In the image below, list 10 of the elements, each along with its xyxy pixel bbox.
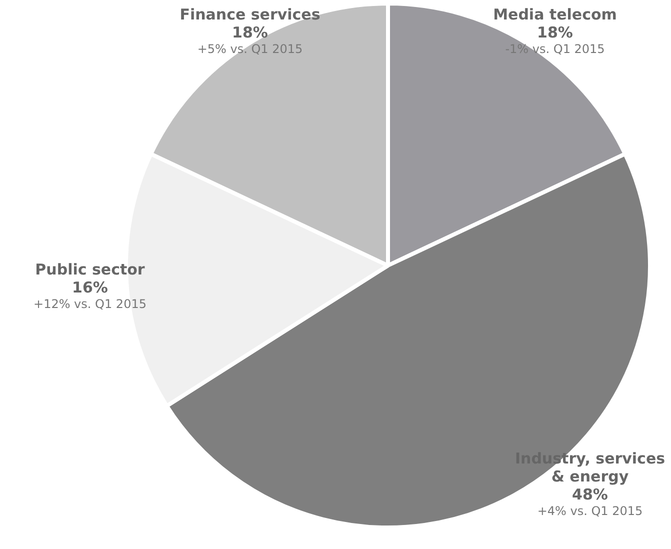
text: +12% vs. Q1 2015 <box>34 297 146 312</box>
text: +5% vs. Q1 2015 <box>197 42 303 56</box>
text: +4% vs. Q1 2015 <box>537 504 643 518</box>
data-label: 18% <box>537 23 573 42</box>
data-label: 18% <box>232 23 268 42</box>
data-label: 16% <box>72 278 108 296</box>
slice-label: Finance services <box>180 5 320 24</box>
slice-label: Public sector <box>35 260 146 278</box>
slice-label: Media telecom <box>493 5 617 24</box>
data-label: 48% <box>572 485 608 504</box>
